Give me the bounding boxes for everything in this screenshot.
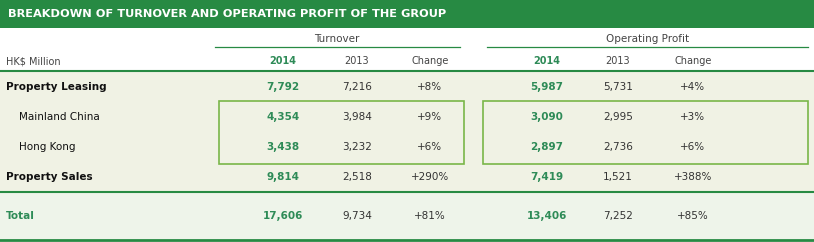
Text: 17,606: 17,606 [263,211,303,221]
Text: 9,814: 9,814 [266,172,300,182]
Text: 5,731: 5,731 [603,82,633,92]
Text: 2,897: 2,897 [531,142,563,152]
Text: 2,736: 2,736 [603,142,633,152]
Text: +9%: +9% [418,112,443,122]
Text: +8%: +8% [418,82,443,92]
Text: 2,995: 2,995 [603,112,633,122]
Text: +81%: +81% [414,211,446,221]
Text: 2013: 2013 [606,56,630,66]
Text: 3,090: 3,090 [531,112,563,122]
Text: Turnover: Turnover [314,34,360,44]
Text: 3,232: 3,232 [342,142,372,152]
Bar [0,0,814,28]
Text: Change: Change [411,56,449,66]
Text: Hong Kong: Hong Kong [6,142,76,152]
Text: 3,984: 3,984 [342,112,372,122]
Text: 2014: 2014 [269,56,296,66]
Text: BREAKDOWN OF TURNOVER AND OPERATING PROFIT OF THE GROUP: BREAKDOWN OF TURNOVER AND OPERATING PROF… [8,9,446,19]
Text: 4,354: 4,354 [266,112,300,122]
Text: +85%: +85% [677,211,709,221]
Text: Property Sales: Property Sales [6,172,93,182]
Text: +6%: +6% [681,142,706,152]
Text: 2013: 2013 [344,56,370,66]
Text: Operating Profit: Operating Profit [606,34,689,44]
Text: Mainland China: Mainland China [6,112,100,122]
Text: 5,987: 5,987 [531,82,563,92]
Text: 7,792: 7,792 [266,82,300,92]
Text: Change: Change [674,56,711,66]
Bar [0,192,814,240]
Text: Total: Total [6,211,35,221]
Bar [0,162,814,192]
Text: Property Leasing: Property Leasing [6,82,107,92]
Text: 13,406: 13,406 [527,211,567,221]
Text: +388%: +388% [674,172,712,182]
Text: 7,216: 7,216 [342,82,372,92]
Bar [0,72,814,102]
Bar [0,102,814,132]
Text: 7,252: 7,252 [603,211,633,221]
Text: +290%: +290% [411,172,449,182]
Bar [0,132,814,162]
Text: 2,518: 2,518 [342,172,372,182]
Text: +4%: +4% [681,82,706,92]
Text: HK$ Million: HK$ Million [6,56,60,66]
Text: +3%: +3% [681,112,706,122]
Text: 7,419: 7,419 [531,172,563,182]
Text: 1,521: 1,521 [603,172,633,182]
Text: 3,438: 3,438 [266,142,300,152]
Text: 9,734: 9,734 [342,211,372,221]
Text: 2014: 2014 [533,56,561,66]
Text: +6%: +6% [418,142,443,152]
